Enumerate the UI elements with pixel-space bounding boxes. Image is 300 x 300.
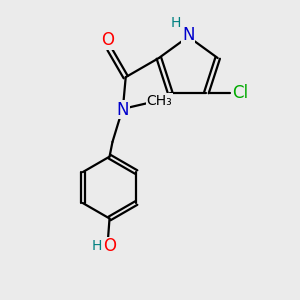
Text: N: N bbox=[182, 26, 194, 44]
Text: O: O bbox=[103, 237, 116, 255]
Text: H: H bbox=[171, 16, 181, 30]
Text: Cl: Cl bbox=[232, 84, 248, 102]
Text: O: O bbox=[102, 31, 115, 49]
Text: N: N bbox=[116, 100, 129, 118]
Text: H: H bbox=[92, 239, 102, 254]
Text: CH₃: CH₃ bbox=[147, 94, 172, 108]
